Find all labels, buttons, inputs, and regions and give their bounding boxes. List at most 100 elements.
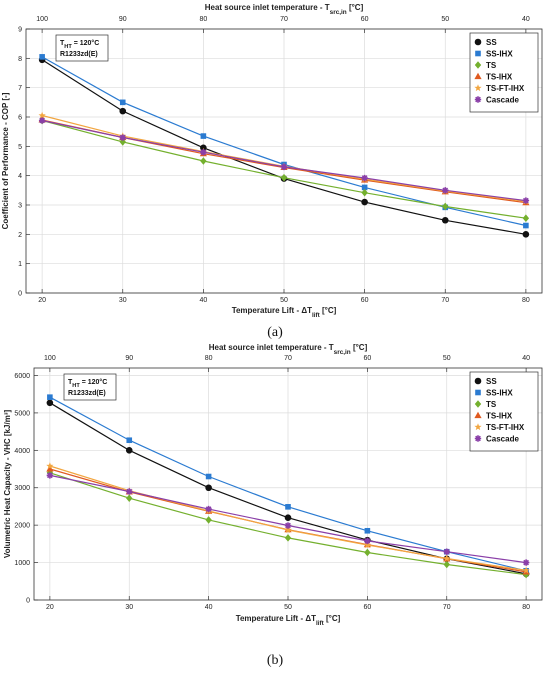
x-tick-label: 50	[284, 604, 292, 611]
data-point	[46, 465, 54, 472]
legend-label: SS-IHX	[486, 50, 513, 59]
y-tick-label: 0	[26, 598, 30, 605]
data-point	[119, 99, 126, 106]
y-tick-label: 6	[18, 115, 22, 122]
y-tick-label: 2	[18, 232, 22, 239]
data-point	[522, 197, 530, 204]
x-tick-label: 20	[46, 604, 54, 611]
x-tick-label: 60	[361, 297, 369, 304]
data-point	[364, 548, 371, 557]
legend-box	[469, 32, 539, 113]
x-tick-label: 80	[522, 297, 530, 304]
data-point	[119, 138, 126, 146]
data-point	[200, 149, 207, 156]
annotation-condition: THT = 120°C	[60, 39, 99, 50]
top-axis-title: Heat source inlet temperature - Tsrc,in …	[205, 3, 364, 16]
legend-marker	[474, 84, 482, 92]
y-tick-label: 4000	[14, 448, 30, 455]
top-tick-label: 80	[205, 355, 213, 362]
data-point	[442, 202, 449, 211]
y-tick-label: 5000	[14, 410, 30, 417]
data-point	[205, 473, 212, 480]
data-point	[126, 494, 133, 503]
y-tick-label: 1000	[14, 560, 30, 567]
data-point	[125, 447, 133, 454]
chart-vhc: 20 30 40 50 60 70 80 100 90 80 70 60 50 40 0 1000 2000 30…	[3, 343, 543, 668]
data-point	[119, 134, 126, 141]
top-tick-label: 100	[36, 16, 48, 23]
data-point	[200, 157, 207, 165]
data-point	[126, 437, 133, 444]
data-point	[364, 527, 371, 534]
legend-box	[469, 371, 539, 452]
legend-label: TS-IHX	[486, 412, 513, 421]
top-tick-label: 70	[280, 16, 288, 23]
data-point	[284, 526, 292, 534]
y-axis-title: Coefficient of Performance - COP [-]	[1, 92, 10, 229]
legend-marker	[474, 38, 482, 46]
y-tick-label: 7	[18, 85, 22, 92]
series-cascade	[38, 117, 530, 204]
legend-label: SS	[486, 377, 497, 386]
data-point	[363, 541, 371, 549]
legend-marker	[474, 72, 482, 80]
data-point	[46, 472, 54, 479]
data-point	[443, 554, 451, 562]
legend-label: SS-IHX	[486, 389, 513, 398]
data-point	[285, 504, 291, 510]
y-tick-label: 2000	[14, 523, 30, 530]
data-point	[205, 484, 212, 492]
data-point	[443, 560, 450, 569]
x-tick-label: 40	[199, 297, 207, 304]
data-point	[39, 54, 45, 60]
top-tick-label: 60	[361, 16, 369, 23]
legend-marker	[475, 50, 481, 57]
data-point	[522, 214, 530, 222]
legend-label: TS-FT-IHX	[486, 423, 525, 432]
data-point	[364, 537, 371, 545]
data-point	[46, 462, 54, 470]
data-point	[361, 174, 368, 182]
legend-label: Cascade	[486, 435, 519, 444]
top-tick-label: 40	[522, 355, 530, 362]
legend-marker	[474, 423, 482, 431]
y-tick-label: 4	[18, 173, 22, 180]
data-point	[441, 216, 449, 224]
legend-label: TS	[486, 400, 497, 409]
panel-label: (b)	[267, 653, 284, 668]
legend-label: TS-FT-IHX	[486, 84, 525, 93]
annotation-condition: THT = 120°C	[68, 378, 107, 389]
legend-label: SS	[486, 38, 497, 47]
data-point	[126, 488, 133, 495]
y-tick-label: 1	[18, 261, 22, 268]
legend-label: Cascade	[486, 96, 519, 105]
y-tick-label: 8	[18, 56, 22, 63]
data-point	[119, 107, 127, 115]
top-tick-label: 80	[199, 16, 207, 23]
data-point	[280, 173, 288, 182]
x-tick-label: 30	[119, 297, 127, 304]
y-tick-label: 9	[18, 27, 22, 34]
y-tick-label: 5	[18, 144, 22, 151]
y-axis-title: Volumetric Heat Capacity - VHC [kJ/m³]	[3, 410, 12, 559]
x-axis-title: Temperature Lift - ΔTlift [°C]	[236, 614, 341, 627]
data-point	[361, 198, 368, 206]
panel-label: (a)	[267, 325, 283, 340]
top-tick-label: 90	[119, 16, 127, 23]
top-tick-label: 50	[441, 16, 449, 23]
data-point	[284, 514, 292, 521]
x-tick-label: 40	[205, 604, 213, 611]
y-tick-label: 0	[18, 291, 22, 298]
data-point	[46, 399, 54, 407]
top-tick-label: 50	[443, 355, 451, 362]
y-tick-label: 3	[18, 203, 22, 210]
top-axis-title: Heat source inlet temperature - Tsrc,in …	[209, 343, 368, 356]
data-point	[284, 522, 292, 529]
annotation-box	[63, 373, 117, 401]
legend-marker	[475, 389, 481, 396]
annotation-box	[55, 34, 109, 62]
data-point	[280, 163, 288, 171]
legend-marker	[474, 400, 482, 408]
annotation-refrigerant: R1233zd(E)	[60, 51, 98, 58]
